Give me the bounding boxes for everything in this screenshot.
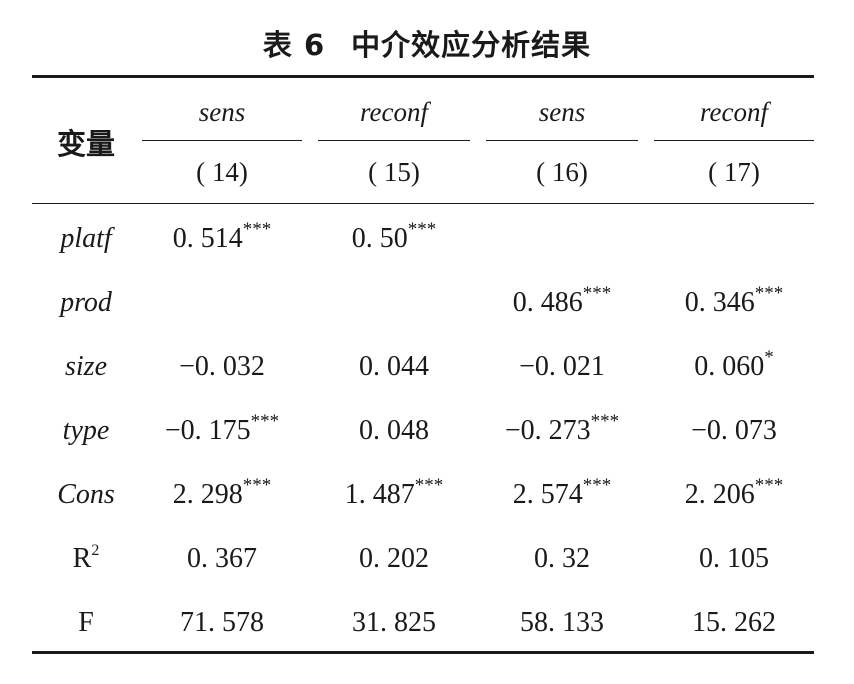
table-cell: 0. 202 — [359, 543, 429, 574]
col-header-dep-4: reconf — [700, 97, 768, 127]
table-cell: 0. 048 — [359, 415, 429, 446]
bottom-rule — [32, 651, 814, 654]
table-cell — [486, 222, 638, 256]
table-title: 中介效应分析结果 — [351, 28, 592, 62]
table-cell: 58. 133 — [520, 607, 604, 638]
row-label-f: F — [78, 607, 94, 638]
row-label-size: size — [65, 351, 107, 382]
table-cell: 0. 514*** — [172, 218, 272, 254]
table-cell: 0. 50*** — [351, 218, 437, 254]
table-cell: 2. 206*** — [684, 474, 784, 510]
table-cell: 1. 487*** — [344, 474, 444, 510]
row-label-platf: platf — [60, 223, 112, 254]
table-cell: 0. 044 — [359, 351, 429, 382]
header-rule — [32, 203, 814, 205]
table-cell: 0. 367 — [187, 543, 257, 574]
table-cell: 0. 060* — [694, 346, 774, 382]
table-cell: 0. 105 — [699, 543, 769, 574]
row-label-r-squared: R2 — [72, 541, 100, 574]
table-cell: 2. 298*** — [172, 474, 272, 510]
top-rule — [32, 75, 814, 78]
table-cell — [318, 286, 470, 320]
table-cell: 2. 574*** — [512, 474, 612, 510]
table-cell: 0. 486*** — [512, 282, 612, 318]
row-label-type: type — [62, 415, 110, 446]
table-cell: −0. 032 — [179, 351, 265, 382]
table-cell: −0. 021 — [519, 351, 605, 382]
table-caption: 表 6 中介效应分析结果 — [0, 22, 854, 64]
table-cell: 0. 32 — [534, 543, 590, 574]
col-subrule-4 — [654, 140, 814, 142]
table-cell: −0. 175*** — [164, 410, 280, 446]
table-number: 表 6 — [262, 28, 326, 62]
col-header-dep-1: sens — [198, 97, 246, 127]
table-cell — [654, 222, 814, 256]
col-header-dep-3: sens — [538, 97, 586, 127]
col-subrule-1 — [142, 140, 302, 142]
col-header-num-1: ( 14) — [196, 157, 248, 187]
stub-header: 变量 — [56, 127, 115, 161]
table-cell: −0. 073 — [691, 415, 777, 446]
col-header-num-3: ( 16) — [536, 157, 588, 187]
col-subrule-3 — [486, 140, 638, 142]
col-subrule-2 — [318, 140, 470, 142]
table-cell: 71. 578 — [180, 607, 264, 638]
row-label-prod: prod — [60, 287, 112, 318]
row-label-cons: Cons — [57, 479, 115, 510]
col-header-num-2: ( 15) — [368, 157, 420, 187]
col-header-num-4: ( 17) — [708, 157, 760, 187]
table-cell: 31. 825 — [352, 607, 436, 638]
col-header-dep-2: reconf — [360, 97, 428, 127]
table-cell: 0. 346*** — [684, 282, 784, 318]
table-cell: 15. 262 — [692, 607, 776, 638]
table-cell: −0. 273*** — [504, 410, 620, 446]
table-cell — [142, 286, 302, 320]
